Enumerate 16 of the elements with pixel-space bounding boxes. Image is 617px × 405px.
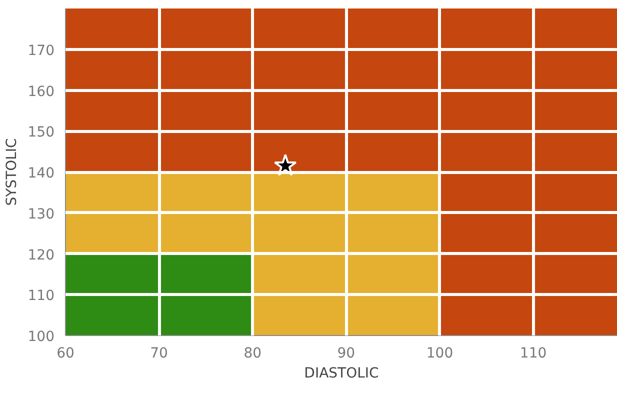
x-tick-label: 110 — [520, 346, 547, 362]
y-tick-label: 110 — [28, 288, 55, 304]
y-tick-label: 120 — [28, 247, 55, 264]
x-tick-label: 70 — [150, 346, 168, 362]
y-axis-title: SYSTOLIC — [4, 138, 20, 206]
x-tick-label: 60 — [56, 346, 74, 362]
y-tick-label: 150 — [28, 124, 55, 141]
y-tick-label: 100 — [28, 329, 55, 345]
y-tick-label: 140 — [28, 166, 55, 182]
y-tick-label: 130 — [28, 206, 55, 222]
x-tick-label: 90 — [337, 346, 356, 362]
x-axis-title: DIASTOLIC — [304, 366, 380, 382]
x-tick-label: 100 — [426, 346, 454, 362]
y-tick-label: 170 — [28, 42, 55, 59]
x-tick-label: 80 — [244, 346, 262, 362]
y-tick-label: 160 — [28, 84, 55, 100]
